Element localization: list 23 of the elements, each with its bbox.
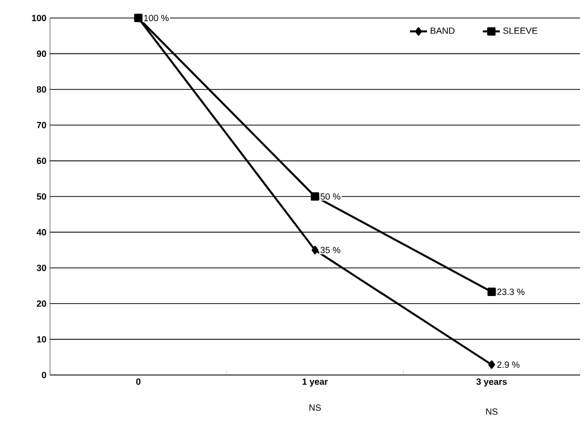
data-label: 35 %: [320, 246, 340, 254]
y-tick-label: 10: [37, 336, 46, 342]
y-tick-label: 50: [36, 193, 46, 200]
y-tick-label: 100: [32, 14, 46, 22]
data-label: 2.9 %: [497, 361, 520, 368]
legend-label: SLEEVE: [503, 28, 538, 34]
data-label: 50 %: [320, 193, 340, 200]
text: NS: [486, 408, 498, 415]
y-tick-label: 20: [36, 300, 46, 307]
data-label: 100 %: [144, 14, 169, 22]
x-tick-label: 1 year: [302, 378, 328, 387]
x-tick-label: 0: [136, 378, 140, 385]
x-tick-label: 3 years: [476, 378, 507, 387]
y-tick-label: 30: [36, 264, 46, 272]
y-tick-label: 40: [36, 229, 46, 236]
data-label: 23.3 %: [497, 288, 524, 295]
y-tick-label: 80: [36, 86, 46, 93]
legend-label: BAND: [430, 28, 455, 34]
y-tick-label: 0: [42, 372, 46, 378]
text: NS: [310, 404, 321, 411]
y-tick-label: 90: [36, 50, 46, 57]
y-tick-label: 70: [36, 122, 46, 128]
y-tick-label: 60: [36, 158, 46, 164]
